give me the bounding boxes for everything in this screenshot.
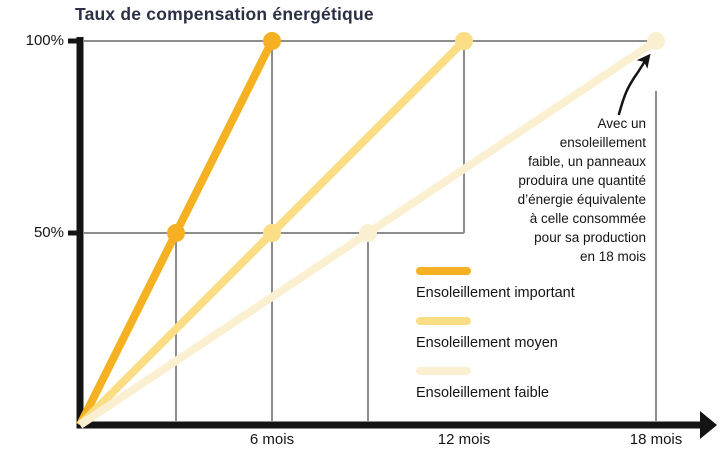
annotation-line: ensoleillement xyxy=(559,135,646,150)
chart-title: Taux de compensation énergétique xyxy=(75,4,374,24)
y-axis-tick-label: 100% xyxy=(25,32,64,49)
x-axis-tick-label: 18 mois xyxy=(629,431,683,448)
annotation-line: Avec un xyxy=(597,116,646,131)
axes xyxy=(68,37,717,439)
annotation-line: d’énergie équivalente xyxy=(517,192,646,207)
x-axis-tick-label: 12 mois xyxy=(437,431,491,448)
data-point-markers xyxy=(167,32,665,242)
legend-swatch-important xyxy=(416,267,471,275)
legend-label-moyen: Ensoleillement moyen xyxy=(416,335,558,351)
x-axis-arrowhead-icon xyxy=(700,411,717,439)
legend-swatch-moyen xyxy=(416,317,471,325)
annotation-arrow-icon xyxy=(617,53,651,116)
annotation-line: en 18 mois xyxy=(579,249,646,264)
annotation-line: à celle consommée xyxy=(529,211,646,226)
legend-item-moyen: Ensoleillement moyen xyxy=(416,317,575,353)
x-axis-tick-label: 6 mois xyxy=(249,431,295,448)
legend-item-faible: Ensoleillement faible xyxy=(416,367,575,403)
gridlines xyxy=(84,40,657,421)
legend-item-important: Ensoleillement important xyxy=(416,267,575,303)
y-axis-tick-label: 50% xyxy=(33,224,64,241)
annotation-line: faible, un panneaux xyxy=(528,154,646,169)
annotation-line: produira une quantité xyxy=(518,173,646,188)
annotation-text: Avec un ensoleillement faible, un panneaux… xyxy=(416,114,646,266)
chart-legend: Ensoleillement important Ensoleillement … xyxy=(416,267,575,417)
legend-swatch-faible xyxy=(416,367,471,375)
legend-label-faible: Ensoleillement faible xyxy=(416,385,549,401)
legend-label-important: Ensoleillement important xyxy=(416,285,575,301)
annotation-line: pour sa production xyxy=(534,230,646,245)
